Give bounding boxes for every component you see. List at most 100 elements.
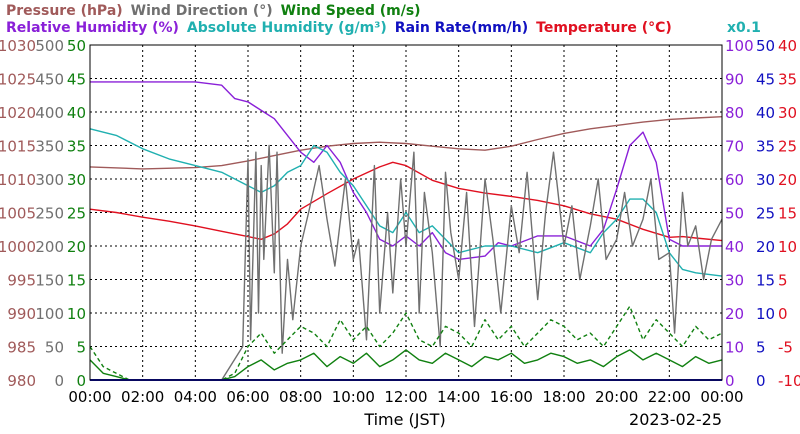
- y-tick-wind-speed: 20: [67, 238, 86, 256]
- y-tick-rain: 35: [756, 138, 775, 156]
- y-tick-pressure: 1030: [0, 37, 36, 55]
- x-tick-label: 18:00: [542, 388, 585, 406]
- y-tick-temperature: 10: [778, 238, 797, 256]
- y-tick-temperature: -5: [778, 339, 793, 357]
- y-tick-rain: 10: [756, 305, 775, 323]
- series-wind-direction: [90, 144, 723, 381]
- y-tick-pressure: 985: [7, 339, 36, 357]
- title-abs-humidity: Absolute Humidity (g/m³): [187, 20, 387, 36]
- title-rain: Rain Rate(mm/h): [395, 20, 528, 36]
- x-tick-label: 04:00: [174, 388, 217, 406]
- title-wind-dir: Wind Direction (°): [131, 3, 273, 19]
- y-tick-temperature: 40: [778, 37, 797, 55]
- series-relative-humidity: [90, 81, 722, 261]
- y-tick-humidity: 60: [725, 171, 744, 189]
- x-tick-label: 00:00: [700, 388, 743, 406]
- y-tick-humidity: 40: [725, 238, 744, 256]
- x-tick-label: 06:00: [226, 388, 269, 406]
- y-tick-rain: 25: [756, 205, 775, 223]
- x-tick-label: 12:00: [384, 388, 427, 406]
- y-tick-wind-speed: 15: [67, 272, 86, 290]
- y-tick-rain: 50: [756, 37, 775, 55]
- y-tick-pressure: 1025: [0, 71, 36, 89]
- series-absolute-humidity-g-m: [89, 128, 723, 277]
- y-tick-humidity: 20: [725, 305, 744, 323]
- y-tick-wind-speed: 10: [67, 305, 86, 323]
- y-tick-pressure: 1020: [0, 104, 36, 122]
- y-tick-wind-speed: 40: [67, 104, 86, 122]
- y-tick-wind-dir: 350: [35, 138, 64, 156]
- y-tick-wind-dir: 250: [35, 205, 64, 223]
- y-tick-rain: 40: [756, 104, 775, 122]
- y-tick-humidity: 100: [725, 37, 754, 55]
- title-wind-speed: Wind Speed (m/s): [281, 3, 421, 19]
- plot-frame: [89, 44, 723, 381]
- y-tick-humidity: 30: [725, 272, 744, 290]
- y-tick-wind-dir: 150: [35, 272, 64, 290]
- x-tick-label: 14:00: [437, 388, 480, 406]
- y-tick-wind-dir: 450: [35, 71, 64, 89]
- y-tick-rain: 30: [756, 171, 775, 189]
- y-tick-wind-dir: 500: [35, 37, 64, 55]
- y-tick-wind-speed: 0: [76, 372, 86, 390]
- y-tick-wind-speed: 30: [67, 171, 86, 189]
- y-tick-pressure: 1015: [0, 138, 36, 156]
- y-tick-wind-dir: 200: [35, 238, 64, 256]
- y-tick-humidity: 0: [725, 372, 735, 390]
- y-tick-pressure: 990: [7, 305, 36, 323]
- axis-tick-labels: 1030102510201015101010051000995990985980…: [0, 37, 800, 406]
- chart-titles: Pressure (hPa) Wind Direction (°) Wind Spe…: [6, 3, 672, 36]
- y-tick-pressure: 980: [7, 372, 36, 390]
- y-tick-rain: 0: [756, 372, 766, 390]
- abs-humidity-scale-label: x0.1: [727, 20, 761, 36]
- y-tick-pressure: 1010: [0, 171, 36, 189]
- y-tick-rain: 20: [756, 238, 775, 256]
- title-temperature: Temperature (°C): [536, 20, 672, 36]
- y-tick-temperature: 35: [778, 71, 797, 89]
- series-pressure-hpa: [89, 116, 723, 170]
- y-tick-temperature: 15: [778, 205, 797, 223]
- series-wind-speed-gust-m-s: [89, 305, 723, 381]
- y-tick-wind-speed: 35: [67, 138, 86, 156]
- y-tick-temperature: 20: [778, 171, 797, 189]
- y-tick-humidity: 50: [725, 205, 744, 223]
- x-tick-label: 02:00: [121, 388, 164, 406]
- series-temperature-c: [89, 161, 723, 242]
- x-tick-label: 22:00: [648, 388, 691, 406]
- y-tick-wind-speed: 50: [67, 37, 86, 55]
- x-tick-label: 16:00: [490, 388, 533, 406]
- y-tick-wind-dir: 50: [45, 339, 64, 357]
- y-tick-temperature: 25: [778, 138, 797, 156]
- y-tick-humidity: 70: [725, 138, 744, 156]
- y-tick-wind-dir: 0: [54, 372, 64, 390]
- y-tick-rain: 15: [756, 272, 775, 290]
- y-tick-wind-speed: 25: [67, 205, 86, 223]
- y-tick-rain: 45: [756, 71, 775, 89]
- y-tick-temperature: 0: [778, 305, 788, 323]
- title-humidity: Relative Humidity (%): [6, 20, 179, 36]
- y-tick-pressure: 1000: [0, 238, 36, 256]
- y-tick-temperature: -10: [778, 372, 800, 390]
- x-tick-label: 00:00: [68, 388, 111, 406]
- y-tick-temperature: 5: [778, 272, 788, 290]
- title-pressure: Pressure (hPa): [6, 3, 123, 19]
- y-tick-wind-dir: 400: [35, 104, 64, 122]
- y-tick-wind-speed: 5: [76, 339, 86, 357]
- y-tick-humidity: 90: [725, 71, 744, 89]
- y-tick-temperature: 30: [778, 104, 797, 122]
- x-tick-label: 08:00: [279, 388, 322, 406]
- date-label: 2023-02-25: [629, 410, 722, 429]
- x-tick-label: 10:00: [332, 388, 375, 406]
- series-wind-speed-m-s: [89, 349, 723, 381]
- y-tick-pressure: 1005: [0, 205, 36, 223]
- y-tick-humidity: 10: [725, 339, 744, 357]
- y-tick-rain: 5: [756, 339, 766, 357]
- y-tick-humidity: 80: [725, 104, 744, 122]
- x-axis-label: Time (JST): [363, 410, 445, 429]
- x-tick-label: 20:00: [595, 388, 638, 406]
- y-tick-wind-speed: 45: [67, 71, 86, 89]
- y-tick-wind-dir: 300: [35, 171, 64, 189]
- y-tick-pressure: 995: [7, 272, 36, 290]
- y-tick-wind-dir: 100: [35, 305, 64, 323]
